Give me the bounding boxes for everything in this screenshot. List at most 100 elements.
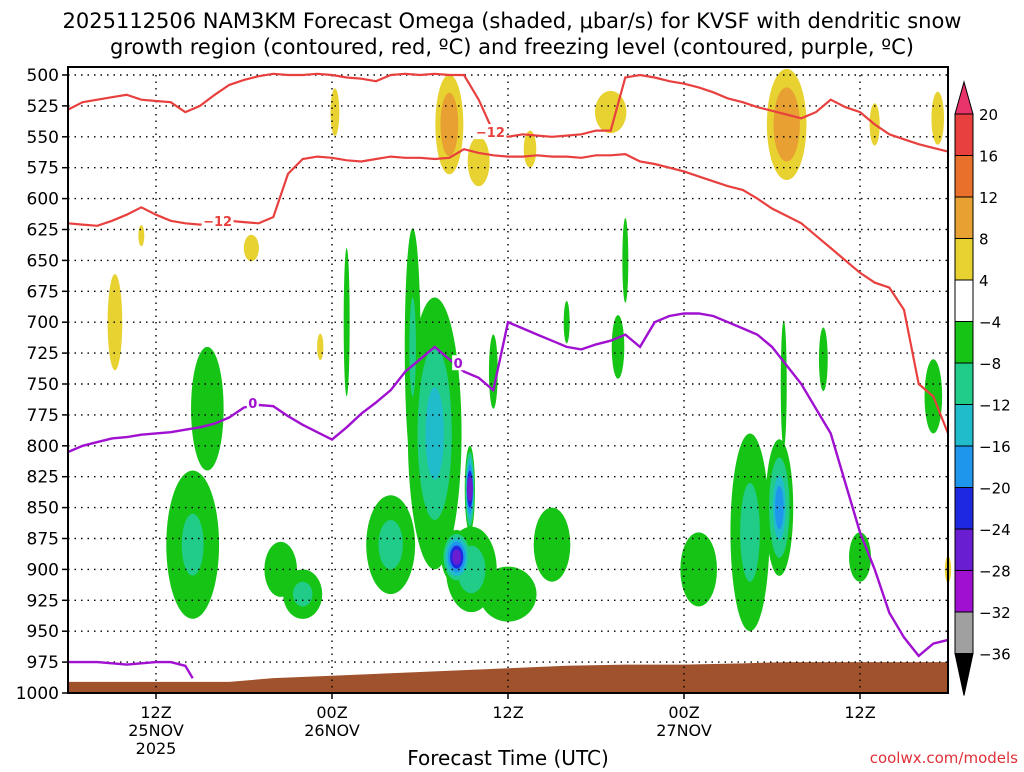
colorbar-label-12: −32 <box>979 604 1011 622</box>
omega-blob-14 <box>191 346 224 471</box>
y-tick-label-9: 725 <box>27 344 59 364</box>
colorbar-label-7: −12 <box>979 397 1011 415</box>
colorbar-label-10: −24 <box>979 521 1011 539</box>
colorbar-label-13: −36 <box>979 646 1011 664</box>
chart-title-line2: growth region (contoured, red, ºC) and f… <box>110 35 914 59</box>
y-tick-label-11: 775 <box>27 406 59 426</box>
y-tick-label-6: 650 <box>27 251 59 271</box>
x-tick-label-0-2: 25NOV <box>128 721 184 740</box>
omega-blob-29 <box>622 218 629 303</box>
omega-blob-21 <box>378 519 403 570</box>
omega-blob-4 <box>317 333 324 361</box>
contour-lines: −12 −12 0 0 <box>67 72 950 679</box>
x-tick-label-1-1: 00Z <box>316 703 347 722</box>
plot-area: −12 −12 0 0 <box>67 66 952 694</box>
y-tick-label-13: 825 <box>27 468 59 488</box>
omega-blob-28 <box>611 315 625 379</box>
dgz-label-0: −12 <box>203 215 232 230</box>
colorbar-label-3: 8 <box>979 231 989 249</box>
y-tick-label-15: 875 <box>27 530 59 550</box>
dgz-label-1: −12 <box>476 126 505 141</box>
omega-blob-9 <box>773 87 800 162</box>
colorbar-label-11: −28 <box>979 563 1011 581</box>
freezing-level-contour-low <box>68 660 194 679</box>
y-tick-label-0: 500 <box>27 66 59 86</box>
colorbar-swatch-2 <box>954 155 974 198</box>
y-tick-label-4: 600 <box>27 190 59 210</box>
omega-blob-6 <box>467 136 490 187</box>
colorbar-swatch-4 <box>954 238 974 281</box>
colorbar-label-4: 4 <box>979 272 989 290</box>
colorbar-swatch-3 <box>954 196 974 239</box>
y-tick-label-12: 800 <box>27 437 59 457</box>
omega-blob-2 <box>243 234 259 262</box>
credit-link[interactable]: coolwx.com/models <box>870 749 1018 767</box>
colorbar-swatch-8 <box>954 404 974 447</box>
x-tick-label-2-1: 12Z <box>492 703 523 722</box>
colorbar-bottom-arrow <box>954 653 974 696</box>
grid-lines <box>68 74 948 694</box>
omega-blob-17 <box>343 248 350 397</box>
y-tick-label-10: 750 <box>27 375 59 395</box>
colorbar-label-2: 12 <box>979 189 998 207</box>
dgz-label-bg-1 <box>474 124 507 140</box>
colorbar-label-9: −20 <box>979 480 1011 498</box>
dgz-label-bg-0 <box>201 213 234 229</box>
y-tick-label-17: 925 <box>27 591 59 611</box>
y-tick-label-2: 550 <box>27 128 59 148</box>
omega-blob-11 <box>931 91 945 145</box>
colorbar-label-1: 16 <box>979 148 998 166</box>
omega-blob-5 <box>440 92 459 157</box>
omega-blob-24 <box>479 566 537 622</box>
omega-blob-26 <box>533 507 571 582</box>
x-tick-label-3-1: 00Z <box>668 703 699 722</box>
colorbar-swatch-6 <box>954 321 974 364</box>
colorbar-label-0: 20 <box>979 106 998 124</box>
y-tick-label-1: 525 <box>27 97 59 117</box>
x-tick-label-0-1: 12Z <box>140 703 171 722</box>
x-tick-label-0-3: 2025 <box>136 739 177 758</box>
x-tick-label-1-2: 26NOV <box>304 721 360 740</box>
x-tick-label-4-1: 12Z <box>844 703 875 722</box>
colorbar-swatch-1 <box>954 113 974 156</box>
colorbar-swatch-5 <box>954 279 974 322</box>
y-tick-label-20: 1000 <box>16 684 59 704</box>
omega-blob-16 <box>292 581 313 607</box>
y-axis: 500 525 550 575 600 625 650 675 700 725 750 775 800 8… <box>16 66 68 704</box>
colorbar-swatch-9 <box>954 445 974 488</box>
omega-blob-7 <box>523 130 537 168</box>
y-tick-label-5: 625 <box>27 221 59 241</box>
y-tick-label-14: 850 <box>27 499 59 519</box>
y-tick-label-7: 675 <box>27 282 59 302</box>
colorbar-label-6: −8 <box>979 355 1001 373</box>
y-tick-label-19: 975 <box>27 653 59 673</box>
omega-blob-31 <box>740 482 760 582</box>
colorbar-swatch-7 <box>954 362 974 405</box>
omega-blob-27 <box>563 301 570 344</box>
omega-blob-1 <box>138 225 145 247</box>
freezing-level-contour <box>67 312 949 658</box>
omega-blob-13 <box>181 513 204 576</box>
colorbar-top-arrow <box>954 80 974 115</box>
y-tick-label-16: 900 <box>27 560 59 580</box>
omega-blob-22 <box>409 297 416 397</box>
omega-blob-20 <box>466 476 473 502</box>
colorbar-label-8: −16 <box>979 438 1011 456</box>
colorbar-swatch-10 <box>954 487 974 530</box>
y-tick-label-3: 575 <box>27 159 59 179</box>
omega-blob-18 <box>425 387 444 480</box>
x-axis-title: Forecast Time (UTC) <box>407 746 609 768</box>
x-tick-label-3-2: 27NOV <box>656 721 712 740</box>
y-tick-label-18: 950 <box>27 622 59 642</box>
freezing-label-bg-0 <box>246 394 259 410</box>
colorbar-swatch-11 <box>954 528 974 571</box>
omega-blob-19 <box>452 549 462 565</box>
colorbar-swatch-13 <box>954 611 974 654</box>
y-tick-label-8: 700 <box>27 313 59 333</box>
colorbar: 20 16 12 8 4 −4 −8 −12 −16 −20 −24 −28 −32 −36 <box>954 80 1011 696</box>
omega-blob-3 <box>330 88 340 136</box>
terrain-fill <box>68 662 948 693</box>
